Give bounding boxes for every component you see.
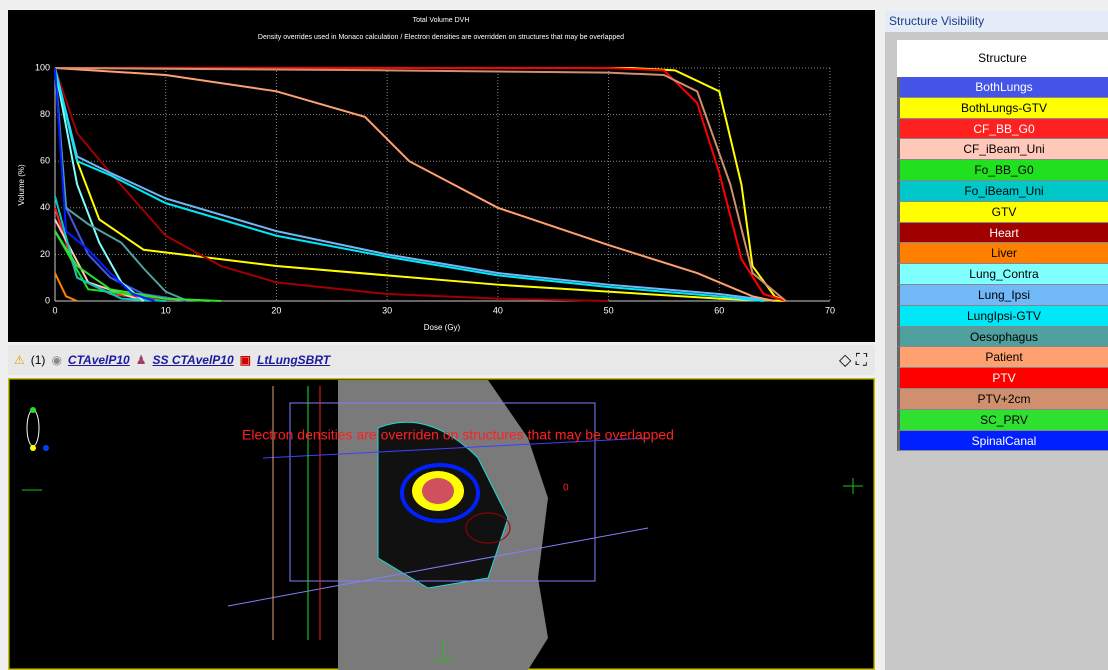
structure-row[interactable]: GTV <box>897 202 1108 223</box>
structure-row[interactable]: Heart <box>897 223 1108 244</box>
structure-row[interactable]: SpinalCanal <box>897 431 1108 452</box>
y-tick-label: 60 <box>40 156 50 166</box>
structure-row[interactable]: Lung_Ipsi <box>897 285 1108 306</box>
orientation-marker <box>43 445 49 451</box>
y-tick-label: 20 <box>40 249 50 259</box>
x-tick-label: 40 <box>493 305 503 315</box>
structure-row[interactable]: CF_iBeam_Uni <box>897 139 1108 160</box>
structure-row[interactable]: LungIpsi-GTV <box>897 306 1108 327</box>
structure-set-link[interactable]: SS CTAvelP10 <box>153 353 234 367</box>
target <box>422 478 454 504</box>
chart-subtitle: Density overrides used in Monaco calcula… <box>258 34 624 41</box>
x-tick-label: 10 <box>161 305 171 315</box>
structure-row[interactable]: CF_BB_G0 <box>897 119 1108 140</box>
image-link[interactable]: CTAvelP10 <box>68 353 130 367</box>
x-tick-label: 50 <box>604 305 614 315</box>
screen: {"chart_data": {"type": "line", "title":… <box>0 0 1108 670</box>
column-header: Structure <box>897 40 1108 77</box>
orientation-marker <box>30 445 36 451</box>
structure-row[interactable]: Fo_BB_G0 <box>897 160 1108 181</box>
orientation-marker <box>30 407 36 413</box>
warning-count: (1) <box>31 353 46 367</box>
structure-row[interactable]: Lung_Contra <box>897 264 1108 285</box>
structure-row[interactable]: Liver <box>897 243 1108 264</box>
structure-row[interactable]: Patient <box>897 347 1108 368</box>
structure-icon: ♟ <box>136 353 147 367</box>
structure-row[interactable]: Oesophagus <box>897 327 1108 348</box>
view-tools[interactable]: ◇ ⛶ <box>839 350 867 370</box>
y-tick-label: 100 <box>35 62 50 72</box>
image-viewer: Electron densities are overriden on stru… <box>8 378 875 670</box>
dvh-chart: Total Volume DVH Density overrides used … <box>8 10 875 342</box>
toolbar: ⚠ (1) ◉ CTAvelP10 ♟ SS CTAvelP10 ▣ LtLun… <box>8 345 875 375</box>
x-tick-label: 0 <box>52 305 57 315</box>
y-axis-label: Volume (%) <box>17 164 26 206</box>
x-tick-label: 70 <box>825 305 835 315</box>
warning-icon: ⚠ <box>14 353 25 367</box>
structure-row[interactable]: PTV <box>897 368 1108 389</box>
plan-link[interactable]: LtLungSBRT <box>257 353 330 367</box>
isocenter-label: 0 <box>563 483 569 494</box>
y-tick-label: 0 <box>45 295 50 305</box>
structure-row[interactable]: BothLungs-GTV <box>897 98 1108 119</box>
override-message: Electron densities are overriden on stru… <box>242 427 674 443</box>
image-icon: ◉ <box>51 353 61 367</box>
chart-title: Total Volume DVH <box>413 17 470 24</box>
x-tick-label: 20 <box>271 305 281 315</box>
structure-row[interactable]: BothLungs <box>897 77 1108 98</box>
x-tick-label: 60 <box>714 305 724 315</box>
structure-row[interactable]: Fo_iBeam_Uni <box>897 181 1108 202</box>
x-tick-label: 30 <box>382 305 392 315</box>
structure-row[interactable]: PTV+2cm <box>897 389 1108 410</box>
y-tick-label: 40 <box>40 202 50 212</box>
plan-icon: ▣ <box>240 353 251 367</box>
panel-title: Structure Visibility <box>885 10 1108 32</box>
y-tick-label: 80 <box>40 109 50 119</box>
structure-row[interactable]: SC_PRV <box>897 410 1108 431</box>
structure-panel: Structure Visibility Structure BothLungs… <box>885 10 1108 670</box>
x-axis-label: Dose (Gy) <box>424 323 461 332</box>
